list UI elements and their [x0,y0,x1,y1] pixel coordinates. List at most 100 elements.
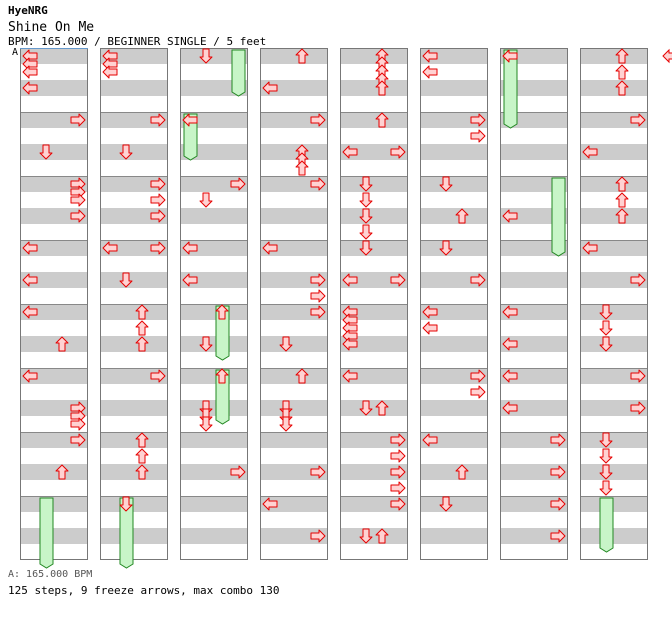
beat-band [340,176,408,192]
step-arrow [375,80,389,96]
step-arrow [22,369,38,383]
beat-band [580,144,648,160]
beat-band [260,208,328,224]
step-arrow [550,529,566,543]
beat-band [260,400,328,416]
step-arrow [279,416,293,432]
beat-band [420,80,488,96]
step-arrow [262,241,278,255]
step-arrow [390,449,406,463]
beat-band [580,304,648,320]
beat-band [100,400,168,416]
step-arrow [295,48,309,64]
step-arrow [70,433,86,447]
beat-band [420,208,488,224]
step-arrow [262,497,278,511]
step-arrow [262,81,278,95]
step-arrow [22,273,38,287]
beat-band [20,48,88,64]
step-arrow [70,209,86,223]
beat-band [500,336,568,352]
step-arrow [470,385,486,399]
beat-band [580,112,648,128]
step-arrow [422,321,438,335]
beat-band [180,80,248,96]
step-arrow [599,304,613,320]
step-arrow [342,369,358,383]
beat-band [20,208,88,224]
beat-band [260,368,328,384]
beat-band [20,304,88,320]
beat-band [260,336,328,352]
step-arrow [135,464,149,480]
freeze-arrow [599,497,614,553]
step-arrow [359,176,373,192]
beat-band [100,240,168,256]
beat-band [100,144,168,160]
step-arrow [615,48,629,64]
beat-band [340,272,408,288]
step-arrow [182,241,198,255]
beat-band [340,464,408,480]
beat-band [20,496,88,512]
step-arrow [55,464,69,480]
beat-band [100,272,168,288]
beat-band [500,464,568,480]
beat-band [420,464,488,480]
beat-band [180,272,248,288]
beat-band [340,368,408,384]
beat-band [340,80,408,96]
step-arrow [550,497,566,511]
step-arrow [135,432,149,448]
beat-band [420,496,488,512]
step-arrow [22,305,38,319]
step-arrow [470,129,486,143]
step-arrow [22,65,38,79]
beat-band [580,48,648,64]
step-arrow [359,192,373,208]
step-arrow [215,304,229,320]
step-arrow [119,272,133,288]
step-arrow [22,81,38,95]
step-arrow [70,113,86,127]
chart-column [260,48,328,560]
step-arrow [599,336,613,352]
beat-band [340,144,408,160]
beat-band [340,48,408,64]
step-arrow [230,465,246,479]
step-arrow [150,241,166,255]
step-arrow [502,337,518,351]
beat-band [580,368,648,384]
artist-name: HyeNRG [8,4,48,17]
chart-column [580,48,648,560]
step-arrow [422,65,438,79]
step-arrow [310,289,326,303]
freeze-arrow [119,497,134,569]
beat-band [100,112,168,128]
step-arrow [55,336,69,352]
beat-band [260,272,328,288]
beat-band [420,528,488,544]
step-arrow [470,273,486,287]
step-arrow [599,480,613,496]
step-arrow [199,48,213,64]
step-arrow [599,448,613,464]
step-arrow [295,368,309,384]
beat-band [100,432,168,448]
step-arrow [279,336,293,352]
beat-band [340,496,408,512]
step-arrow [615,176,629,192]
beat-band [180,368,248,384]
column-border [100,48,168,560]
beat-band [20,400,88,416]
beat-band [340,240,408,256]
step-arrow [295,160,309,176]
step-arrow [615,208,629,224]
beat-band [420,336,488,352]
step-arrow [22,241,38,255]
step-arrow [39,144,53,160]
beat-band [260,112,328,128]
step-arrow [550,465,566,479]
step-arrow [470,369,486,383]
step-arrow [310,113,326,127]
